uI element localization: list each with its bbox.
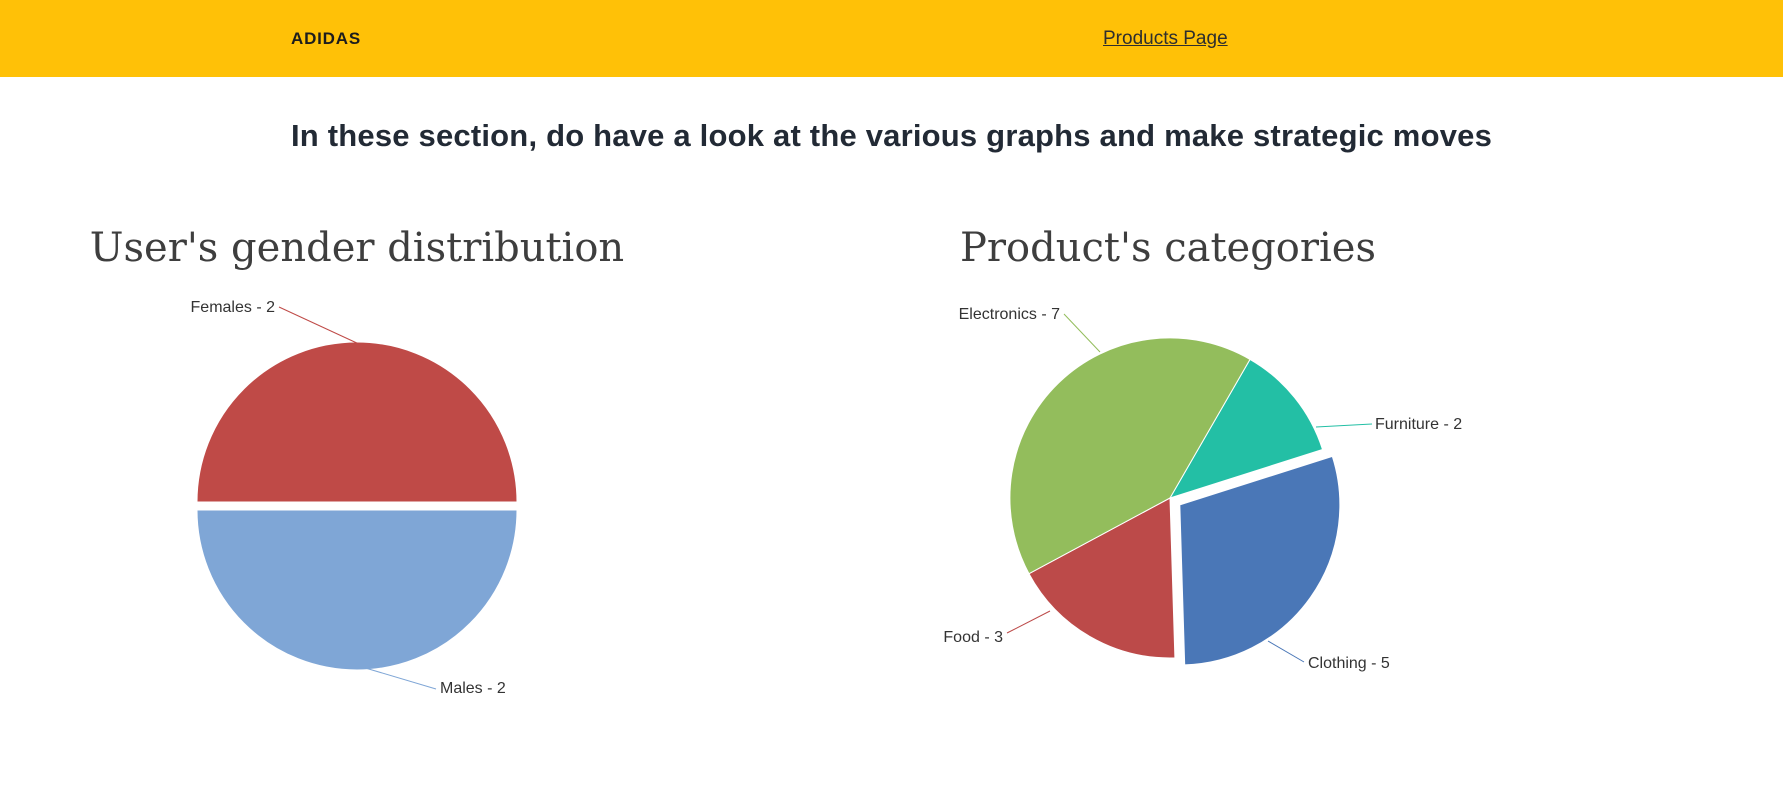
pie-slice-clothing[interactable] [1179,455,1341,666]
pie-slice-furniture[interactable] [1168,358,1324,499]
gender-pie-chart: Females - 2 Males - 2 [191,299,518,697]
gender-distribution-chart: User's gender distribution Females - 2 Ma… [27,215,687,795]
label-leader-line-food [1006,610,1051,634]
categories-pie-chart: Electronics - 7 Furniture - 2 Clothing - 5… [943,306,1462,672]
slice-label-electronics: Electronics - 7 [959,306,1060,323]
pie-slice-males[interactable] [196,509,518,671]
products-page-link[interactable]: Products Page [1103,27,1228,49]
chart-title-gender: User's gender distribution [89,225,625,271]
pie-slice-females[interactable] [196,341,518,503]
label-leader-line-furniture [1315,423,1373,428]
slice-label-food: Food - 3 [943,629,1003,646]
chart-title-categories: Product's categories [960,225,1376,271]
slice-label-females: Females - 2 [191,299,276,316]
label-leader-line-clothing [1267,640,1305,663]
label-leader-line-males [361,666,437,690]
label-leader-line-electronics [1063,313,1101,353]
brand-logo: ADIDAS [291,28,361,48]
product-categories-chart: Product's categories Electronics - 7 Furn… [838,215,1498,795]
top-navbar: ADIDAS Products Page [0,0,1783,77]
slice-label-males: Males - 2 [440,680,506,697]
section-heading: In these section, do have a look at the … [290,118,1493,153]
slice-label-furniture: Furniture - 2 [1375,416,1462,433]
pie-slice-electronics[interactable] [1009,337,1251,575]
slice-label-clothing: Clothing - 5 [1308,655,1390,672]
label-leader-line-females [278,306,360,345]
pie-slice-food[interactable] [1028,497,1176,659]
